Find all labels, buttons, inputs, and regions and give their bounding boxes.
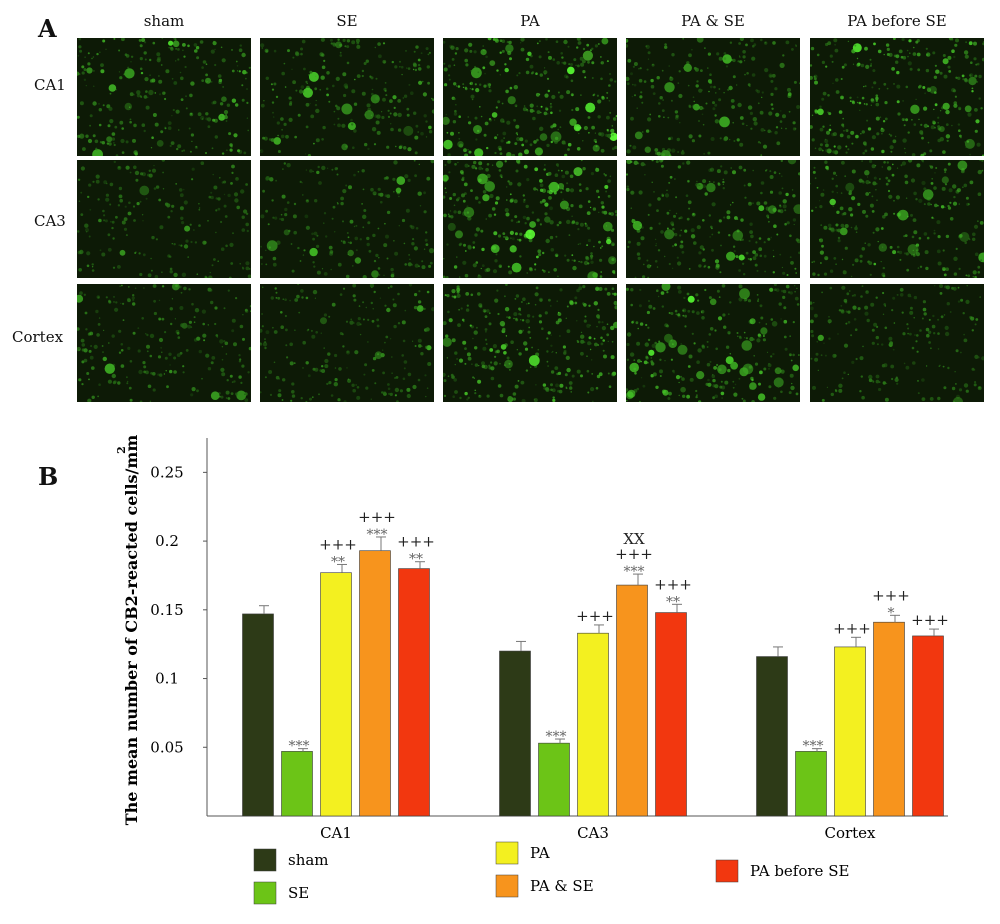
legend-swatch <box>495 874 519 898</box>
y-tick-label: 0.2 <box>155 532 179 550</box>
column-label-se: SE <box>336 12 358 30</box>
bar <box>912 635 944 817</box>
bar <box>655 612 687 817</box>
micrograph-ca1-pa <box>443 38 617 156</box>
bar <box>359 550 391 817</box>
chart-legend: sham SE PA PA & SE PA before SE <box>253 841 849 905</box>
y-tick-label: 0.05 <box>150 738 183 756</box>
bar <box>616 584 648 817</box>
significance-label: +++ <box>872 586 910 604</box>
y-axis-label-superscript: 2 <box>115 446 128 454</box>
row-label-cortex: Cortex <box>12 328 64 346</box>
bar <box>577 632 609 817</box>
bar <box>795 751 827 817</box>
micrograph-cortex-sham <box>77 284 251 402</box>
column-label-pa-before-se: PA before SE <box>847 12 947 30</box>
chart-annotations: *****+++***+++**+++***+++***+++XX**+++**… <box>289 508 949 755</box>
significance-label: *** <box>367 527 388 543</box>
panel-a-letter: A <box>38 14 57 43</box>
row-label-ca1: CA1 <box>34 76 66 94</box>
micrograph-cortex-pa <box>443 284 617 402</box>
legend-label: PA & SE <box>530 877 594 895</box>
panel-b-letter: B <box>38 462 59 491</box>
column-label-pa: PA <box>520 12 540 30</box>
significance-label: XX <box>623 530 645 548</box>
column-label-sham: sham <box>143 12 185 30</box>
significance-label: *** <box>624 564 645 580</box>
chart-bars <box>242 536 944 817</box>
micrograph-ca3-sham <box>77 160 251 278</box>
y-axis-label: The mean number of CB2-reacted cells/mm <box>122 435 141 826</box>
micrograph-ca1-sham <box>77 38 251 156</box>
micrograph-cortex-pa-and-se <box>626 284 800 402</box>
legend-label: PA <box>530 844 550 862</box>
micrograph-cortex-pa-before-se <box>810 284 984 402</box>
x-tick-label: CA3 <box>577 824 609 842</box>
significance-label: ** <box>409 552 423 568</box>
micrograph-ca3-se <box>260 160 434 278</box>
micrograph-ca3-pa <box>443 160 617 278</box>
legend-label: SE <box>288 884 309 902</box>
significance-label: *** <box>289 739 310 755</box>
significance-label: +++ <box>654 575 692 593</box>
y-tick-label: 0.25 <box>150 463 183 481</box>
legend-swatch <box>495 841 519 865</box>
significance-label: +++ <box>358 508 396 526</box>
significance-label: * <box>888 605 895 621</box>
significance-label: *** <box>546 729 567 745</box>
y-tick-label: 0.15 <box>150 601 183 619</box>
row-label-ca3: CA3 <box>34 212 66 230</box>
x-tick-label: CA1 <box>320 824 352 842</box>
micrograph-ca1-pa-before-se <box>810 38 984 156</box>
legend-swatch <box>715 859 739 883</box>
significance-label: +++ <box>911 611 949 629</box>
legend-label: PA before SE <box>750 862 849 880</box>
bar <box>398 568 430 817</box>
bar <box>756 656 788 817</box>
micrograph-ca3-pa-before-se <box>810 160 984 278</box>
bar <box>281 751 313 817</box>
bar <box>873 621 905 817</box>
micrograph-ca1-se <box>260 38 434 156</box>
chart-axes: 0.05 0.1 0.15 0.2 0.25 CA1 CA3 Cortex <box>150 438 948 842</box>
bar <box>242 613 274 817</box>
significance-label: +++ <box>833 619 871 637</box>
bar <box>834 646 866 817</box>
micrograph-cortex-se <box>260 284 434 402</box>
bar <box>538 742 570 817</box>
micrograph-ca3-pa-and-se <box>626 160 800 278</box>
column-label-pa-and-se: PA & SE <box>681 12 745 30</box>
significance-label: ** <box>331 554 345 570</box>
significance-label: +++ <box>319 535 357 553</box>
significance-label: ** <box>666 594 680 610</box>
legend-swatch <box>253 881 277 905</box>
bar <box>499 650 531 817</box>
legend-label: sham <box>288 851 329 869</box>
significance-label: +++ <box>615 545 653 563</box>
significance-label: +++ <box>397 533 435 551</box>
significance-label: +++ <box>576 607 614 625</box>
micrograph-ca1-pa-and-se <box>626 38 800 156</box>
x-tick-label: Cortex <box>824 824 876 842</box>
y-tick-label: 0.1 <box>155 670 179 688</box>
legend-swatch <box>253 848 277 872</box>
bar <box>320 572 352 817</box>
significance-label: *** <box>803 739 824 755</box>
